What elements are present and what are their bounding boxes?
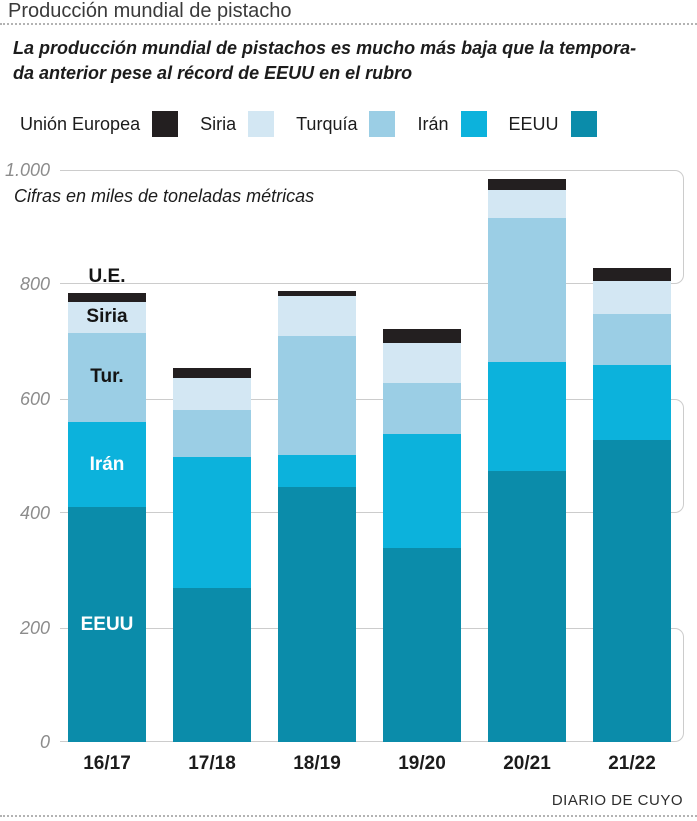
bar-segment-irán xyxy=(593,365,671,440)
legend: Unión Europea Siria Turquía Irán EEUU xyxy=(20,111,619,137)
bar-annotation-siria: Siria xyxy=(86,306,128,328)
x-axis-label: 17/18 xyxy=(188,753,236,774)
bar-annotation-eeuu: EEUU xyxy=(80,613,134,635)
bar-segment-unión-europea xyxy=(593,267,671,281)
bar-segment-eeuu xyxy=(68,507,146,742)
bar-segment-siria xyxy=(593,280,671,315)
page-title: Producción mundial de pistacho xyxy=(8,0,292,22)
bar-segment-turquía xyxy=(278,335,356,455)
legend-swatch xyxy=(248,111,275,137)
y-tick-label: 400 xyxy=(19,503,50,524)
bar-segment-eeuu xyxy=(383,548,461,742)
bar-segment-unión-europea xyxy=(383,329,461,344)
bar-segment-turquía xyxy=(68,333,146,422)
x-axis-label: 16/17 xyxy=(83,753,131,774)
subtitle-line-2: da anterior pese al récord de EEUU en el… xyxy=(13,63,413,83)
bar-annotation-ue: U.E. xyxy=(88,265,126,287)
bar-segment-siria xyxy=(68,301,146,333)
bar-segment-unión-europea xyxy=(488,179,566,190)
bar-segment-eeuu xyxy=(488,470,566,742)
gridline-band xyxy=(60,170,684,285)
bar-annotation-irán: Irán xyxy=(89,453,125,475)
bar-segment-eeuu xyxy=(593,439,671,742)
legend-swatch xyxy=(460,111,487,137)
bar-segment-irán xyxy=(383,434,461,549)
bar-segment-siria xyxy=(278,295,356,336)
bar-segment-irán xyxy=(488,362,566,471)
x-axis-label: 21/22 xyxy=(608,753,656,774)
bottom-dotted-divider xyxy=(0,815,697,817)
legend-label: EEUU xyxy=(508,113,559,134)
bar-segment-irán xyxy=(68,421,146,508)
bar-segment-eeuu xyxy=(278,486,356,742)
x-axis-label: 20/21 xyxy=(503,753,551,774)
bar-segment-turquía xyxy=(593,314,671,366)
bar-segment-eeuu xyxy=(173,587,251,742)
bar-segment-unión-europea xyxy=(68,292,146,302)
bar-segment-turquía xyxy=(383,383,461,435)
bar-annotation-tur: Tur. xyxy=(90,366,124,388)
bar-segment-irán xyxy=(173,457,251,588)
y-tick-label: 1.000 xyxy=(4,160,50,180)
source-credit: DIARIO DE CUYO xyxy=(551,792,683,809)
subtitle-line-1: La producción mundial de pistachos es mu… xyxy=(13,38,637,58)
x-axis-label: 19/20 xyxy=(398,753,446,774)
bar-segment-turquía xyxy=(173,410,251,458)
legend-label: Siria xyxy=(200,113,237,134)
subtitle: La producción mundial de pistachos es mu… xyxy=(13,36,636,86)
bar-segment-siria xyxy=(488,190,566,219)
y-tick-label: 0 xyxy=(39,732,50,752)
y-tick-label: 600 xyxy=(19,388,50,409)
bar-segment-turquía xyxy=(488,218,566,363)
x-axis-label: 18/19 xyxy=(293,753,341,774)
legend-swatch xyxy=(369,111,396,137)
y-tick-label: 200 xyxy=(19,617,50,638)
legend-swatch xyxy=(152,111,179,137)
legend-label: Irán xyxy=(417,113,449,134)
bar-segment-siria xyxy=(173,377,251,411)
y-tick-label: 800 xyxy=(19,274,50,295)
bar-segment-siria xyxy=(383,343,461,384)
legend-label: Turquía xyxy=(296,113,358,134)
legend-swatch xyxy=(570,111,597,137)
bar-segment-unión-europea xyxy=(173,368,251,378)
top-dotted-divider xyxy=(0,23,697,25)
bar-segment-irán xyxy=(278,454,356,487)
bar-segment-unión-europea xyxy=(278,291,356,296)
gridline-band xyxy=(60,398,684,514)
units-note: Cifras en miles de toneladas métricas xyxy=(14,186,315,206)
legend-label: Unión Europea xyxy=(20,113,141,134)
gridline-band xyxy=(60,627,684,742)
